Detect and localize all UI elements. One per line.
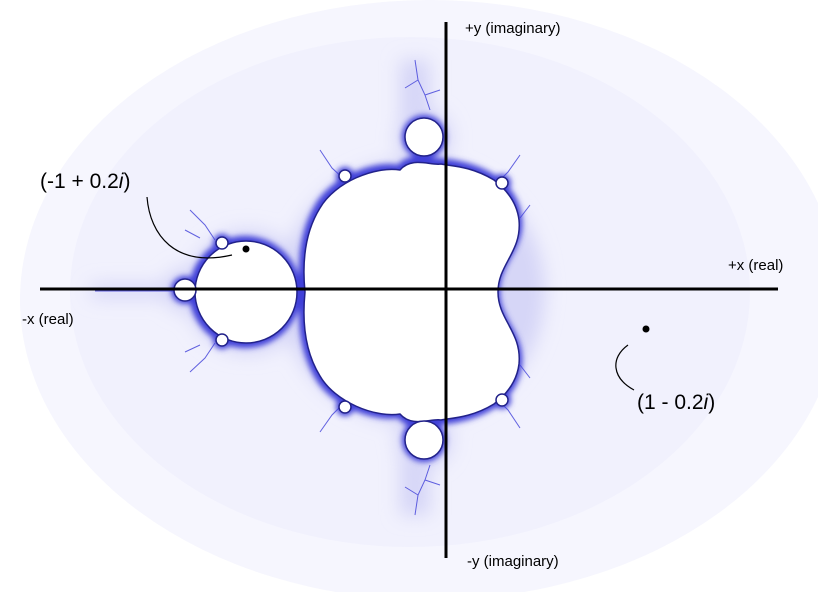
positive-x-label: +x (real) xyxy=(728,257,784,274)
point-outside-label: (1 - 0.2i) xyxy=(637,391,715,415)
negative-y-label: -y (imaginary) xyxy=(467,553,559,570)
imaginary-unit: i xyxy=(703,391,709,414)
negative-x-label: -x (real) xyxy=(22,311,74,328)
imaginary-unit: i xyxy=(118,170,124,193)
leader-line-outside xyxy=(615,344,635,391)
point-inside-set xyxy=(242,245,250,253)
point-inside-label-prefix: (-1 + 0.2 xyxy=(40,170,119,193)
bottom-bulb xyxy=(404,420,444,460)
period-2-bulb xyxy=(194,240,298,344)
mandelbrot-set xyxy=(173,117,520,460)
main-cardioid xyxy=(303,161,520,423)
point-outside-set xyxy=(642,325,650,333)
point-outside-label-prefix: (1 - 0.2 xyxy=(637,391,704,414)
positive-y-label: +y (imaginary) xyxy=(465,20,561,37)
point-inside-label: (-1 + 0.2i) xyxy=(40,170,130,194)
point-outside-label-suffix: ) xyxy=(708,391,716,414)
top-bulb xyxy=(404,117,444,157)
fractal-filaments xyxy=(95,59,531,516)
leader-line-inside xyxy=(146,196,233,259)
point-inside-label-suffix: ) xyxy=(123,170,131,193)
